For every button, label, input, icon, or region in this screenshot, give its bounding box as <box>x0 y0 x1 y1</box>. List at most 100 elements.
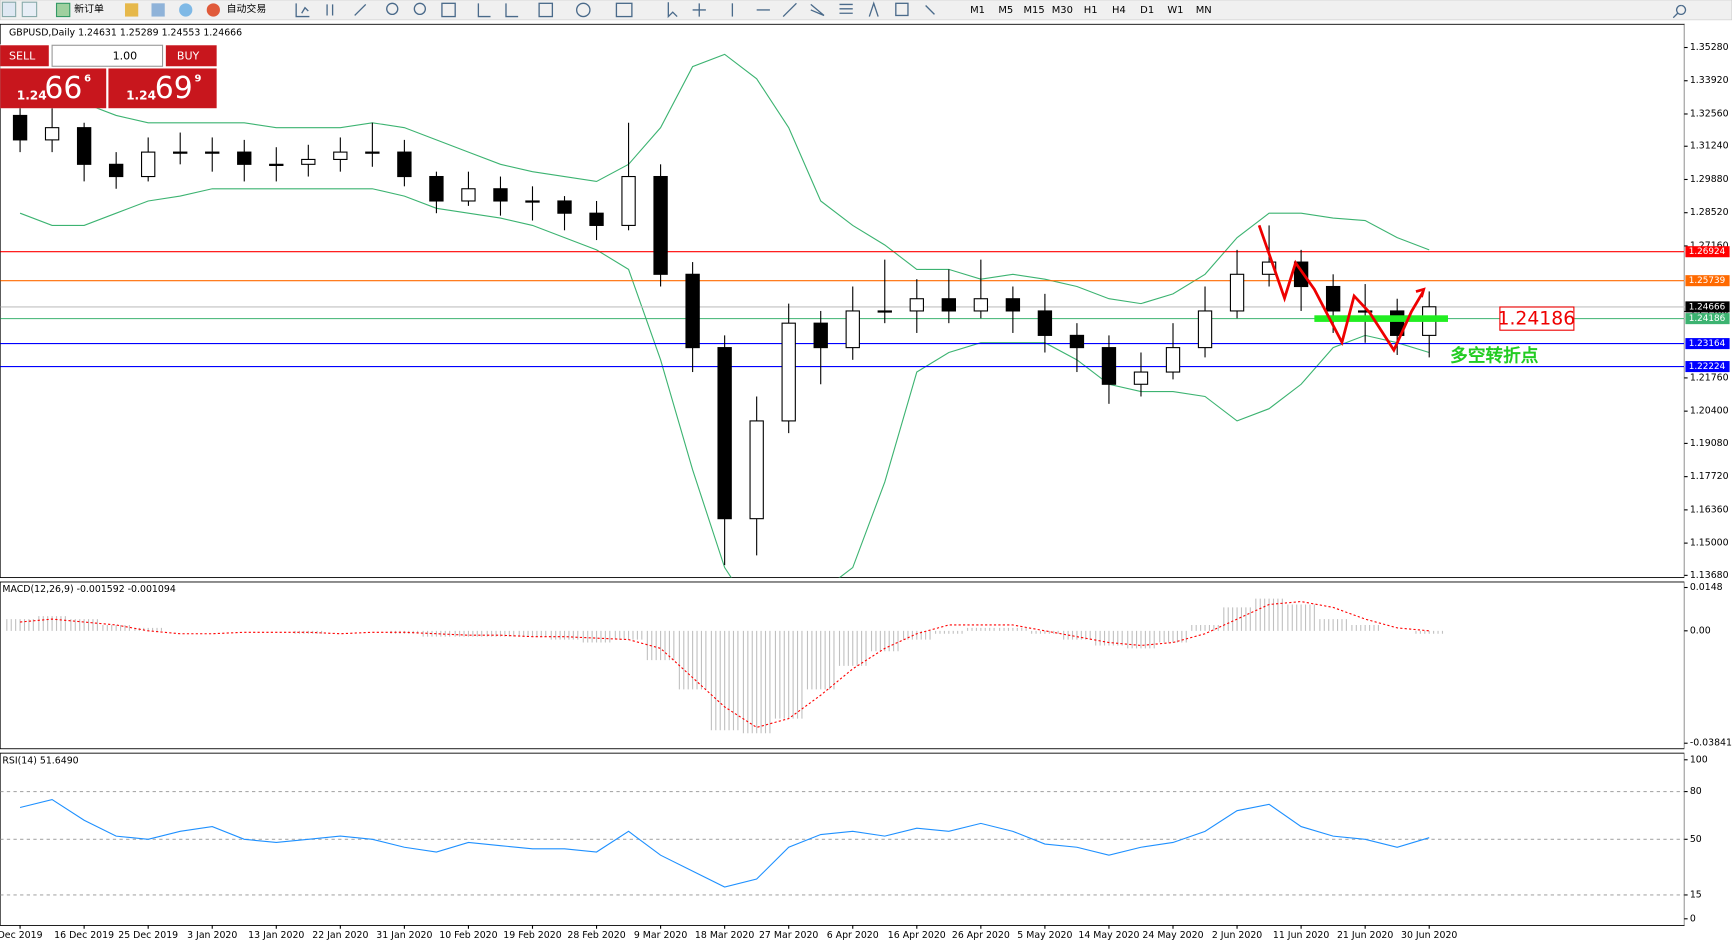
y-tick-label: 0.00 <box>1690 625 1711 636</box>
price-axis <box>1684 24 1732 926</box>
y-tick-label: 1.28520 <box>1690 207 1729 218</box>
timeframe-button[interactable]: M1 <box>970 5 985 16</box>
ask-box[interactable] <box>108 68 217 109</box>
bid-prefix[interactable]: 1.24 <box>17 89 47 103</box>
ask-small[interactable]: 9 <box>195 73 202 84</box>
auto-trade-button[interactable]: 自动交易 <box>227 2 267 15</box>
timeframe-button[interactable]: M30 <box>1052 5 1073 16</box>
tool-icon[interactable] <box>295 3 310 18</box>
price-tag-label: 1.24666 <box>1689 302 1726 312</box>
price-tag-label: 1.26924 <box>1689 247 1726 257</box>
candle-body <box>1165 347 1181 373</box>
candle-body <box>76 127 92 165</box>
y-tick-label: 1.19080 <box>1690 438 1729 449</box>
timeframe-button[interactable]: MN <box>1196 5 1212 16</box>
candle-body <box>749 420 764 520</box>
crosshair-tool[interactable] <box>692 3 706 17</box>
candle-body <box>205 151 220 154</box>
auto-trade-icon[interactable] <box>206 3 220 17</box>
annotation-price: 1.24186 <box>1498 309 1576 330</box>
timeframe-button[interactable]: H1 <box>1084 5 1098 16</box>
text-tool[interactable] <box>868 1 879 17</box>
tool-icon[interactable] <box>576 2 591 18</box>
x-tick-label: 26 Apr 2020 <box>952 930 1010 941</box>
tool-icon[interactable] <box>151 3 165 17</box>
tool-icon[interactable] <box>179 3 193 17</box>
macd-pane <box>0 581 1685 750</box>
tool-icon[interactable] <box>505 3 519 18</box>
search-icon[interactable] <box>1672 4 1687 19</box>
new-order-button[interactable]: 新订单 <box>74 2 104 15</box>
new-order-icon[interactable] <box>55 2 71 18</box>
tool-icon[interactable] <box>326 4 334 16</box>
y-tick-label: 80 <box>1690 786 1702 797</box>
candle-body <box>1101 347 1117 385</box>
sell-button[interactable] <box>0 45 49 67</box>
price-tag <box>1685 275 1730 287</box>
x-tick-label: 2 Jun 2020 <box>1212 930 1262 941</box>
tool-icon[interactable] <box>354 3 367 16</box>
ask-big[interactable]: 69 <box>155 71 193 106</box>
arrow-tool[interactable] <box>925 5 935 15</box>
tool-icon[interactable] <box>441 2 456 18</box>
timeframe-button[interactable]: M5 <box>998 5 1013 16</box>
bid-box[interactable] <box>0 68 107 109</box>
zoom-out[interactable] <box>413 2 427 16</box>
buy-label[interactable]: BUY <box>177 49 200 62</box>
x-tick-label: 24 May 2020 <box>1142 930 1203 941</box>
annotation-box <box>1499 306 1575 331</box>
y-tick-label: 0 <box>1690 913 1696 924</box>
candle-body <box>1037 310 1053 336</box>
candle-body <box>781 322 796 422</box>
zoom-in[interactable] <box>386 2 399 16</box>
candle-body <box>653 175 668 275</box>
main-pane <box>0 23 1685 579</box>
timeframe-button[interactable]: H4 <box>1112 5 1126 16</box>
bid-big[interactable]: 66 <box>44 71 82 106</box>
tool-icon[interactable] <box>21 1 38 18</box>
x-tick-label: 13 Jan 2020 <box>248 930 304 941</box>
tool-icon[interactable] <box>538 2 554 18</box>
tool-icon[interactable] <box>615 2 633 18</box>
buy-button[interactable] <box>165 45 217 67</box>
candle-body <box>589 212 604 226</box>
tool-icon[interactable] <box>124 3 139 17</box>
lots-value[interactable]: 1.00 <box>113 49 138 62</box>
tool-icon[interactable] <box>477 3 491 18</box>
candle-body <box>1133 371 1149 385</box>
price-tag-label: 1.25739 <box>1689 276 1726 286</box>
x-tick-label: 30 Jun 2020 <box>1401 930 1457 941</box>
y-tick-label: 1.31240 <box>1690 141 1729 152</box>
y-tick-label: 0.0148 <box>1690 582 1723 593</box>
trendline-tool[interactable] <box>782 2 797 18</box>
ask-prefix[interactable]: 1.24 <box>126 89 156 103</box>
candle-body <box>141 151 156 178</box>
bid-small[interactable]: 6 <box>84 73 91 84</box>
candle-body <box>973 298 989 312</box>
x-tick-label: 31 Jan 2020 <box>376 930 432 941</box>
tool-icon[interactable] <box>1 1 17 18</box>
y-tick-label: 1.27160 <box>1690 240 1729 251</box>
x-tick-label: 6 Apr 2020 <box>827 930 879 941</box>
macd-signal <box>20 600 1430 728</box>
fibo-tool[interactable] <box>839 3 853 14</box>
candle-body <box>941 298 957 312</box>
candle-body <box>877 310 892 313</box>
y-tick-label: 1.33920 <box>1690 75 1729 86</box>
price-tag-label: 1.23164 <box>1689 339 1726 349</box>
cursor-tool[interactable] <box>667 2 678 19</box>
price-tag-label: 1.24186 <box>1689 314 1726 324</box>
lots-input[interactable] <box>51 44 164 67</box>
candle-body <box>237 151 252 165</box>
label-tool[interactable] <box>895 2 909 17</box>
timeframe-button[interactable]: W1 <box>1167 5 1183 16</box>
channel-tool[interactable] <box>810 3 825 17</box>
candle-body <box>269 163 284 166</box>
candle-body <box>108 163 124 178</box>
candle-body <box>685 273 700 349</box>
timeframe-button[interactable]: M15 <box>1023 5 1044 16</box>
sell-label[interactable]: SELL <box>9 49 36 62</box>
timeframe-button[interactable]: D1 <box>1140 5 1154 16</box>
